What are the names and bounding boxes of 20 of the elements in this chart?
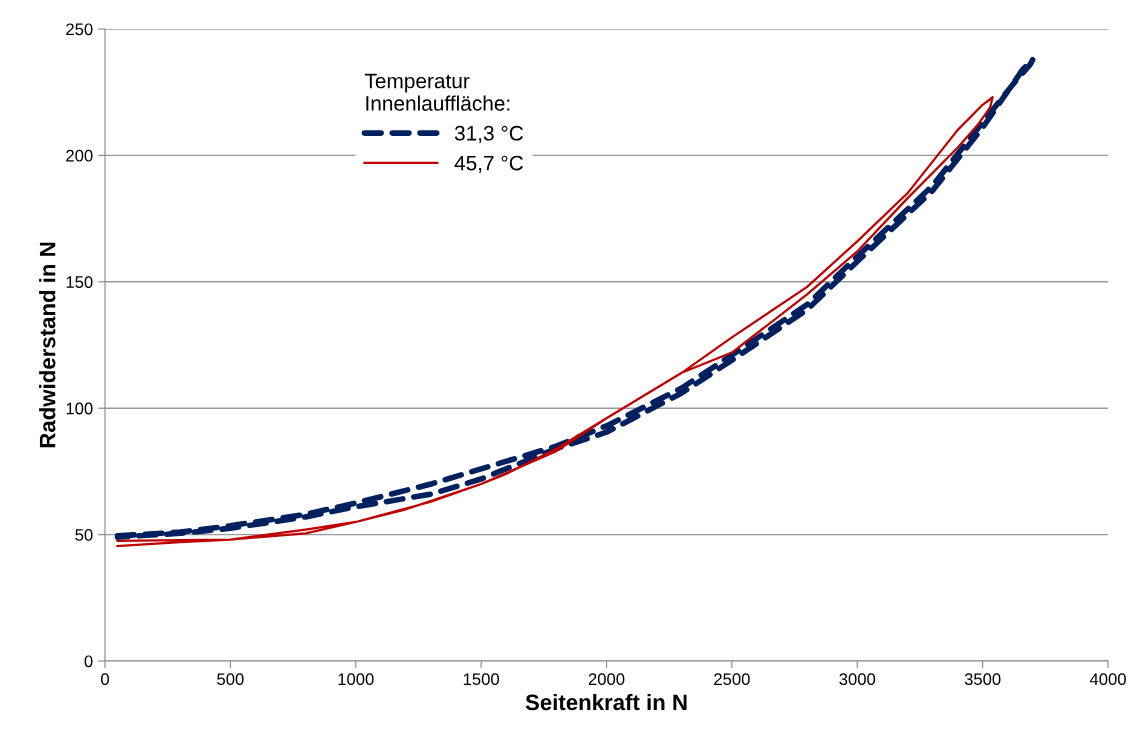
y-tick-label: 50 (75, 529, 93, 541)
y-tick-label: 250 (66, 23, 93, 36)
legend-label: 31,3 °C (454, 125, 523, 144)
x-tick-label: 1000 (338, 673, 374, 686)
x-tick-label: 3000 (839, 673, 876, 686)
x-tick-label: 4000 (1089, 673, 1126, 686)
x-tick-label: 2500 (714, 673, 750, 686)
x-axis-title: Seitenkraft in N (525, 693, 687, 711)
y-tick-label: 0 (84, 655, 93, 668)
x-tick-label: 0 (101, 673, 109, 686)
x-tick-label: 2000 (588, 673, 625, 686)
y-axis-title: Radwiderstand in N (39, 242, 56, 448)
y-tick-label: 200 (66, 149, 93, 162)
x-tick-label: 3500 (964, 673, 1001, 686)
legend-label: 45,7 °C (454, 155, 523, 173)
x-tick-label: 500 (217, 673, 244, 686)
y-tick-label: 150 (66, 276, 93, 288)
y-tick-label: 100 (66, 402, 93, 415)
legend-title: Temperatur Innenlauffläche: (364, 73, 510, 111)
x-tick-label: 1500 (463, 673, 500, 686)
